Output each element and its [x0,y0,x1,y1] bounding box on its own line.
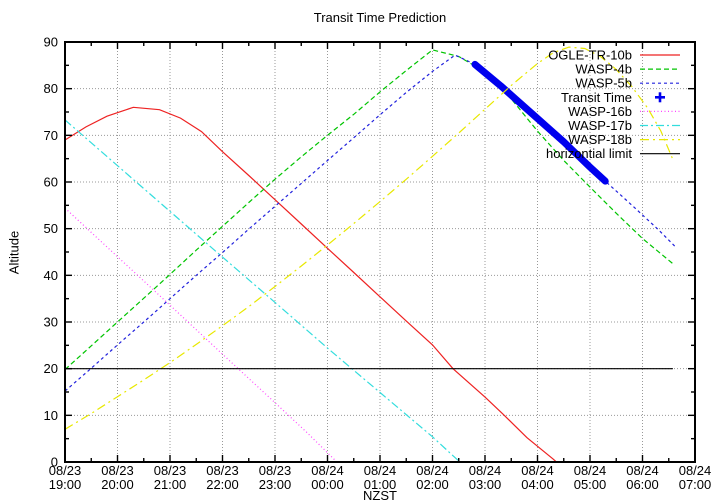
series-wasp-16b [64,207,338,463]
legend-label-ogle-tr-10b: OGLE-TR-10b [548,48,632,63]
y-tick-label: 10 [44,408,58,423]
x-tick-label-time: 19:00 [49,477,82,492]
x-tick-label-date: 08/24 [521,463,554,478]
x-tick-label-time: 07:00 [679,477,712,492]
y-tick-label: 0 [51,455,58,470]
x-tick-label-date: 08/23 [259,463,292,478]
x-tick-label-time: 21:00 [154,477,187,492]
y-tick-label: 50 [44,221,58,236]
y-tick-label: 80 [44,81,58,96]
x-tick-label-date: 08/24 [416,463,449,478]
y-axis-title: Altitude [6,230,22,275]
y-tick-label: 30 [44,315,58,330]
x-tick-label-time: 04:00 [521,477,554,492]
y-tick-label: 70 [44,128,58,143]
x-tick-label-time: 23:00 [259,477,292,492]
x-tick-label-date: 08/24 [679,463,712,478]
x-axis-title: NZST [363,488,397,503]
series-wasp-18b [64,46,674,430]
y-tick-label: 60 [44,175,58,190]
x-tick-label-time: 20:00 [101,477,134,492]
legend-label-transit-time: Transit Time [561,90,632,105]
y-tick-label: 40 [44,268,58,283]
x-tick-label-date: 08/23 [154,463,187,478]
x-tick-label-date: 08/24 [469,463,502,478]
series-wasp-4b [64,49,674,371]
series-ogle-tr-10b [64,106,557,463]
x-tick-label-date: 08/24 [311,463,344,478]
legend-label-horizontial-limit: horizontial limit [546,146,632,161]
x-tick-label-date: 08/23 [206,463,239,478]
y-tick-label: 20 [44,361,58,376]
x-tick-label-date: 08/24 [626,463,659,478]
x-tick-label-time: 01:00 [364,477,397,492]
x-tick-label-date: 08/24 [574,463,607,478]
x-tick-label-time: 05:00 [574,477,607,492]
x-tick-label-date: 08/23 [101,463,134,478]
legend-label-wasp-16b: WASP-16b [568,104,632,119]
x-tick-label-time: 22:00 [206,477,239,492]
legend-label-wasp-5b: WASP-5b [575,76,632,91]
x-tick-label-date: 08/24 [364,463,397,478]
y-tick-label: 90 [44,35,58,50]
legend-label-wasp-18b: WASP-18b [568,132,632,147]
x-tick-label-time: 06:00 [626,477,659,492]
legend-label-wasp-17b: WASP-17b [568,118,632,133]
series-transit-time [471,60,609,185]
x-tick-label-time: 02:00 [416,477,449,492]
x-tick-label-time: 00:00 [311,477,344,492]
x-tick-label-time: 03:00 [469,477,502,492]
series-wasp-17b [64,119,461,463]
x-tick-label-date: 08/23 [49,463,82,478]
legend-label-wasp-4b: WASP-4b [575,62,632,77]
chart-title: Transit Time Prediction [313,10,447,25]
